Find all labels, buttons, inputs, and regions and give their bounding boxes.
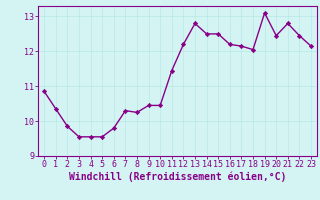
X-axis label: Windchill (Refroidissement éolien,°C): Windchill (Refroidissement éolien,°C) [69,172,286,182]
